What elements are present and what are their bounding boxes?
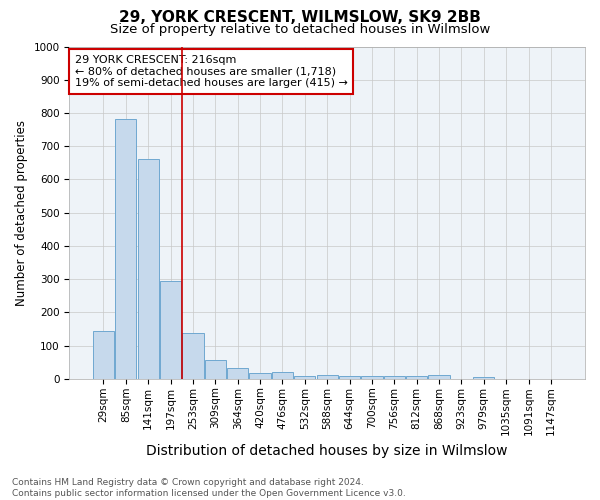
Text: Size of property relative to detached houses in Wilmslow: Size of property relative to detached ho… bbox=[110, 22, 490, 36]
Bar bbox=[406, 376, 427, 379]
Bar bbox=[383, 376, 405, 379]
Bar bbox=[137, 160, 159, 379]
Text: 29 YORK CRESCENT: 216sqm
← 80% of detached houses are smaller (1,718)
19% of sem: 29 YORK CRESCENT: 216sqm ← 80% of detach… bbox=[74, 55, 347, 88]
Bar bbox=[361, 376, 383, 379]
Y-axis label: Number of detached properties: Number of detached properties bbox=[15, 120, 28, 306]
Bar bbox=[473, 377, 494, 379]
Bar bbox=[205, 360, 226, 379]
Bar bbox=[93, 332, 114, 379]
X-axis label: Distribution of detached houses by size in Wilmslow: Distribution of detached houses by size … bbox=[146, 444, 508, 458]
Bar bbox=[339, 376, 360, 379]
Bar bbox=[272, 372, 293, 379]
Bar bbox=[294, 376, 316, 379]
Bar bbox=[428, 376, 449, 379]
Bar bbox=[160, 281, 181, 379]
Text: 29, YORK CRESCENT, WILMSLOW, SK9 2BB: 29, YORK CRESCENT, WILMSLOW, SK9 2BB bbox=[119, 10, 481, 25]
Bar bbox=[227, 368, 248, 379]
Bar bbox=[182, 334, 203, 379]
Bar bbox=[115, 118, 136, 379]
Bar bbox=[317, 376, 338, 379]
Text: Contains HM Land Registry data © Crown copyright and database right 2024.
Contai: Contains HM Land Registry data © Crown c… bbox=[12, 478, 406, 498]
Bar bbox=[250, 373, 271, 379]
